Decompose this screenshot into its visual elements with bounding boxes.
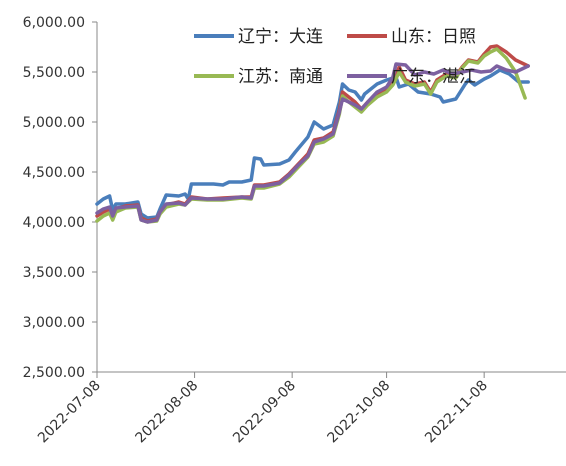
- y-tick-label: 6,000.00: [23, 15, 85, 31]
- legend-label: 江苏：南通: [238, 67, 323, 87]
- y-tick-label: 2,500.00: [23, 365, 85, 381]
- y-tick-label: 4,000.00: [23, 215, 85, 231]
- y-axis-ticks: 2,500.00 3,000.00 3,500.00 4,000.00 4,500.00…: [23, 15, 97, 381]
- y-tick-label: 4,500.00: [23, 165, 85, 181]
- x-axis-ticks: 2022-07-08 2022-08-08 2022-09-08 2022-10-08…: [35, 372, 491, 446]
- y-tick-label: 5,000.00: [23, 115, 85, 131]
- legend-label: 山东：日照: [391, 27, 476, 47]
- series-line-4: [95, 62, 530, 224]
- legend-label: 辽宁：大连: [238, 27, 323, 47]
- y-tick-label: 3,500.00: [23, 265, 85, 281]
- legend-item: 辽宁：大连: [194, 27, 323, 47]
- legend-item: 江苏：南通: [194, 67, 323, 87]
- x-tick-label: 2022-07-08: [35, 378, 104, 447]
- x-tick-label: 2022-08-08: [133, 378, 202, 447]
- x-tick-label: 2022-10-08: [325, 378, 394, 447]
- y-tick-label: 3,000.00: [23, 315, 85, 331]
- legend-label: 广东：湛江: [391, 67, 476, 87]
- x-tick-label: 2022-09-08: [230, 378, 299, 447]
- legend-item: 山东：日照: [347, 27, 476, 47]
- legend-item: 广东：湛江: [347, 67, 476, 87]
- x-tick-label: 2022-11-08: [422, 378, 491, 447]
- y-tick-label: 5,500.00: [23, 65, 85, 81]
- series-layer: [95, 44, 530, 224]
